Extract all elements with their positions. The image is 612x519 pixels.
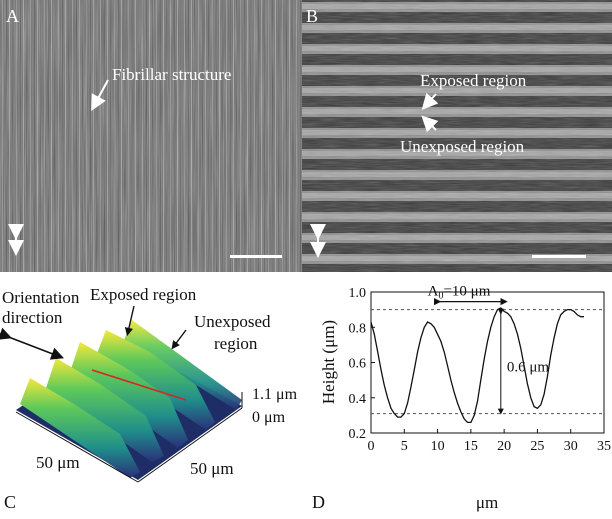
panel-b-micrograph: B Exposed region Unexposed region [302,0,612,272]
dimension-left-label: 50 μm [36,453,80,472]
x-axis-label: μm [476,493,498,512]
base-edge-left [15,411,139,483]
x-tick-label-4: 20 [497,439,511,454]
unexposed-arrow-b [421,115,439,133]
x-tick-label-5: 25 [530,439,544,454]
y-tick-label-3: 0.8 [349,321,367,336]
exposed-arrow-c [124,305,135,337]
orientation-label-line2: direction [2,308,63,327]
reference-lines [371,309,604,415]
amplitude-label: 0.6 μm [507,360,550,376]
ridges [20,320,242,478]
axis-ticks: 0 5 10 15 20 25 30 35 0.2 0.4 0.6 0.8 1.0 [349,286,612,454]
base-edge-right [137,407,243,483]
panel-d-height-profile-chart: 0 5 10 15 20 25 30 35 0.2 0.4 0.6 0.8 1.0 Height (μm… [312,284,611,512]
x-tick-label-1: 5 [401,439,408,454]
y-axis-label: Height (μm) [319,320,338,404]
plot-frame [370,291,605,434]
y-tick-label-2: 0.6 [349,357,367,372]
y-tick-label-4: 1.0 [349,286,367,301]
scale-bar-a [230,255,282,258]
unexposed-arrow-c [171,329,187,350]
panel-a-letter: A [6,6,19,26]
height-top-label: 1.1 μm [252,386,298,403]
exposed-arrow-b [421,92,439,110]
x-tick-label-2: 10 [431,439,445,454]
orientation-label-line1: Orientation [2,288,80,307]
panel-a-micrograph: A Fibrillar structure [0,0,302,272]
x-tick-label-6: 30 [564,439,578,454]
period-label: Λ0=10 μm [428,284,491,302]
exposed-region-label-c: Exposed region [90,285,197,304]
panel-d-letter: D [312,492,325,512]
panel-c-letter: C [4,492,16,512]
scale-bar-b [532,255,586,258]
panel-b-letter: B [306,6,318,26]
annotations: Λ0=10 μm 0.6 μm [428,284,550,415]
x-tick-label-7: 35 [597,439,611,454]
unexposed-label-c-line2: region [214,334,258,353]
unexposed-label-c-line1: Unexposed [194,312,271,331]
dimension-right-label: 50 μm [190,459,234,478]
x-tick-label-3: 15 [464,439,478,454]
orientation-double-arrow-c [0,327,64,360]
x-tick-label-0: 0 [368,439,375,454]
exposed-region-label-b: Exposed region [420,71,527,90]
fibrillar-structure-label: Fibrillar structure [112,65,231,84]
panel-c-3d-topography: C Orientation direction Exposed region U… [0,285,298,512]
profile-line [91,369,187,401]
y-tick-label-0: 0.2 [349,427,367,442]
height-bottom-label: 0 μm [252,409,286,426]
y-tick-label-1: 0.4 [349,392,367,407]
fibrillar-arrow [91,79,109,112]
unexposed-region-label-b: Unexposed region [400,137,525,156]
series-group [370,307,584,424]
series-line-0 [370,307,584,424]
